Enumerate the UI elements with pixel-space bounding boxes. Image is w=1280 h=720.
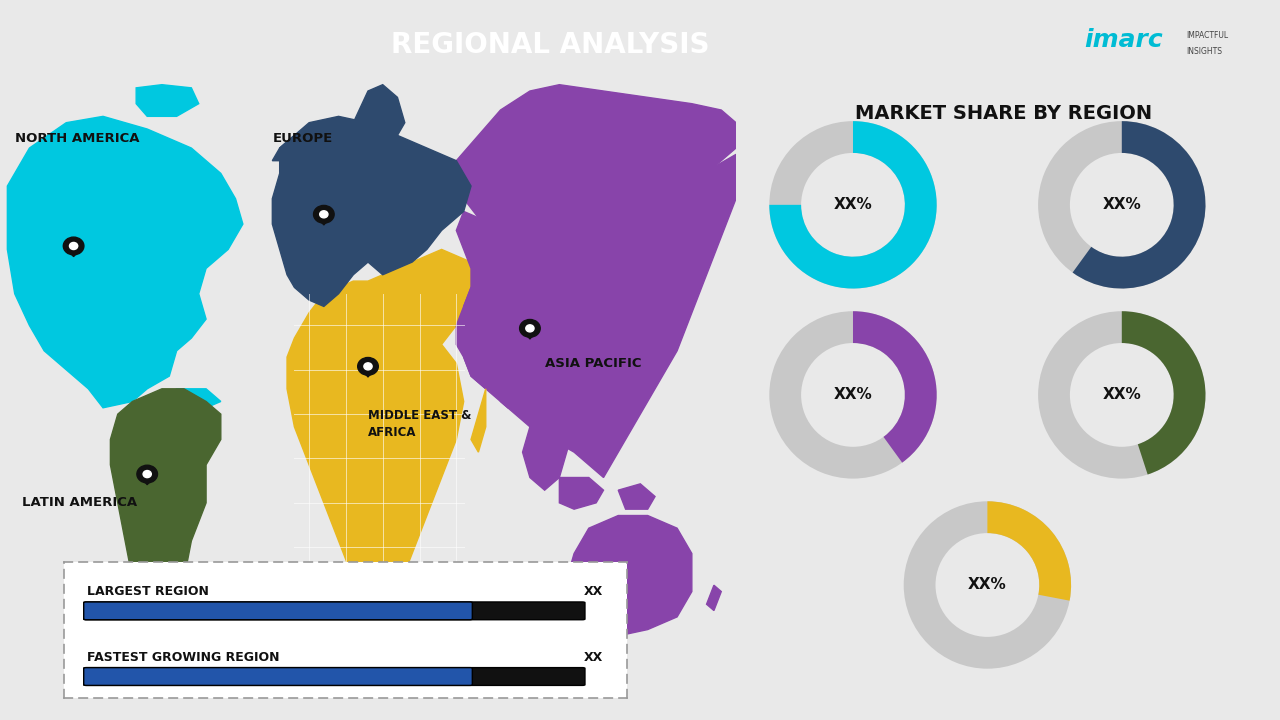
Polygon shape — [677, 224, 699, 269]
Text: EUROPE: EUROPE — [273, 132, 333, 145]
Polygon shape — [169, 389, 220, 408]
Text: LARGEST REGION: LARGEST REGION — [87, 585, 209, 598]
FancyBboxPatch shape — [83, 602, 585, 620]
Polygon shape — [136, 85, 198, 117]
Text: MARKET SHARE BY REGION: MARKET SHARE BY REGION — [855, 104, 1152, 122]
Text: XX: XX — [584, 651, 603, 664]
Text: XX%: XX% — [833, 387, 873, 402]
Polygon shape — [457, 154, 736, 477]
Text: XX%: XX% — [1102, 197, 1142, 212]
Polygon shape — [273, 117, 471, 307]
Circle shape — [69, 243, 78, 250]
FancyBboxPatch shape — [83, 667, 472, 685]
Circle shape — [520, 320, 540, 337]
Polygon shape — [8, 117, 243, 408]
Text: REGIONAL ANALYSIS: REGIONAL ANALYSIS — [392, 31, 709, 59]
Wedge shape — [769, 121, 937, 289]
Polygon shape — [522, 402, 575, 490]
Text: XX%: XX% — [1102, 387, 1142, 402]
Polygon shape — [500, 389, 515, 408]
Polygon shape — [471, 389, 486, 452]
Wedge shape — [1121, 311, 1206, 474]
Polygon shape — [521, 328, 539, 339]
FancyBboxPatch shape — [83, 602, 472, 620]
Text: XX%: XX% — [968, 577, 1007, 593]
Polygon shape — [287, 249, 486, 629]
Circle shape — [320, 211, 328, 218]
Text: XX: XX — [584, 585, 603, 598]
Wedge shape — [1038, 121, 1206, 289]
Circle shape — [364, 363, 372, 370]
Polygon shape — [618, 484, 655, 509]
Polygon shape — [463, 281, 522, 389]
Wedge shape — [1038, 311, 1206, 479]
Wedge shape — [769, 121, 937, 289]
Circle shape — [526, 325, 534, 332]
Wedge shape — [1073, 121, 1206, 289]
Circle shape — [137, 465, 157, 483]
Text: INSIGHTS: INSIGHTS — [1187, 47, 1222, 56]
Text: LATIN AMERICA: LATIN AMERICA — [22, 496, 137, 509]
Polygon shape — [567, 516, 691, 636]
FancyBboxPatch shape — [83, 667, 585, 685]
Circle shape — [357, 358, 379, 375]
Text: XX%: XX% — [833, 197, 873, 212]
Polygon shape — [273, 135, 294, 161]
Wedge shape — [769, 311, 937, 479]
Text: imarc: imarc — [1084, 27, 1164, 52]
Text: FASTEST GROWING REGION: FASTEST GROWING REGION — [87, 651, 279, 664]
Circle shape — [314, 205, 334, 223]
Wedge shape — [987, 501, 1071, 600]
Circle shape — [143, 471, 151, 477]
Polygon shape — [353, 85, 404, 135]
Polygon shape — [707, 585, 722, 611]
Text: IMPACTFUL: IMPACTFUL — [1187, 31, 1229, 40]
Wedge shape — [904, 501, 1071, 669]
Wedge shape — [852, 311, 937, 463]
Polygon shape — [457, 85, 736, 224]
Text: NORTH AMERICA: NORTH AMERICA — [15, 132, 140, 145]
Polygon shape — [138, 474, 156, 485]
Polygon shape — [110, 389, 220, 687]
Circle shape — [63, 237, 84, 255]
Polygon shape — [65, 246, 82, 256]
Polygon shape — [559, 477, 604, 509]
Text: MIDDLE EAST &
AFRICA: MIDDLE EAST & AFRICA — [369, 409, 471, 438]
Polygon shape — [360, 366, 376, 377]
Text: ASIA PACIFIC: ASIA PACIFIC — [545, 357, 641, 370]
Polygon shape — [315, 215, 333, 225]
